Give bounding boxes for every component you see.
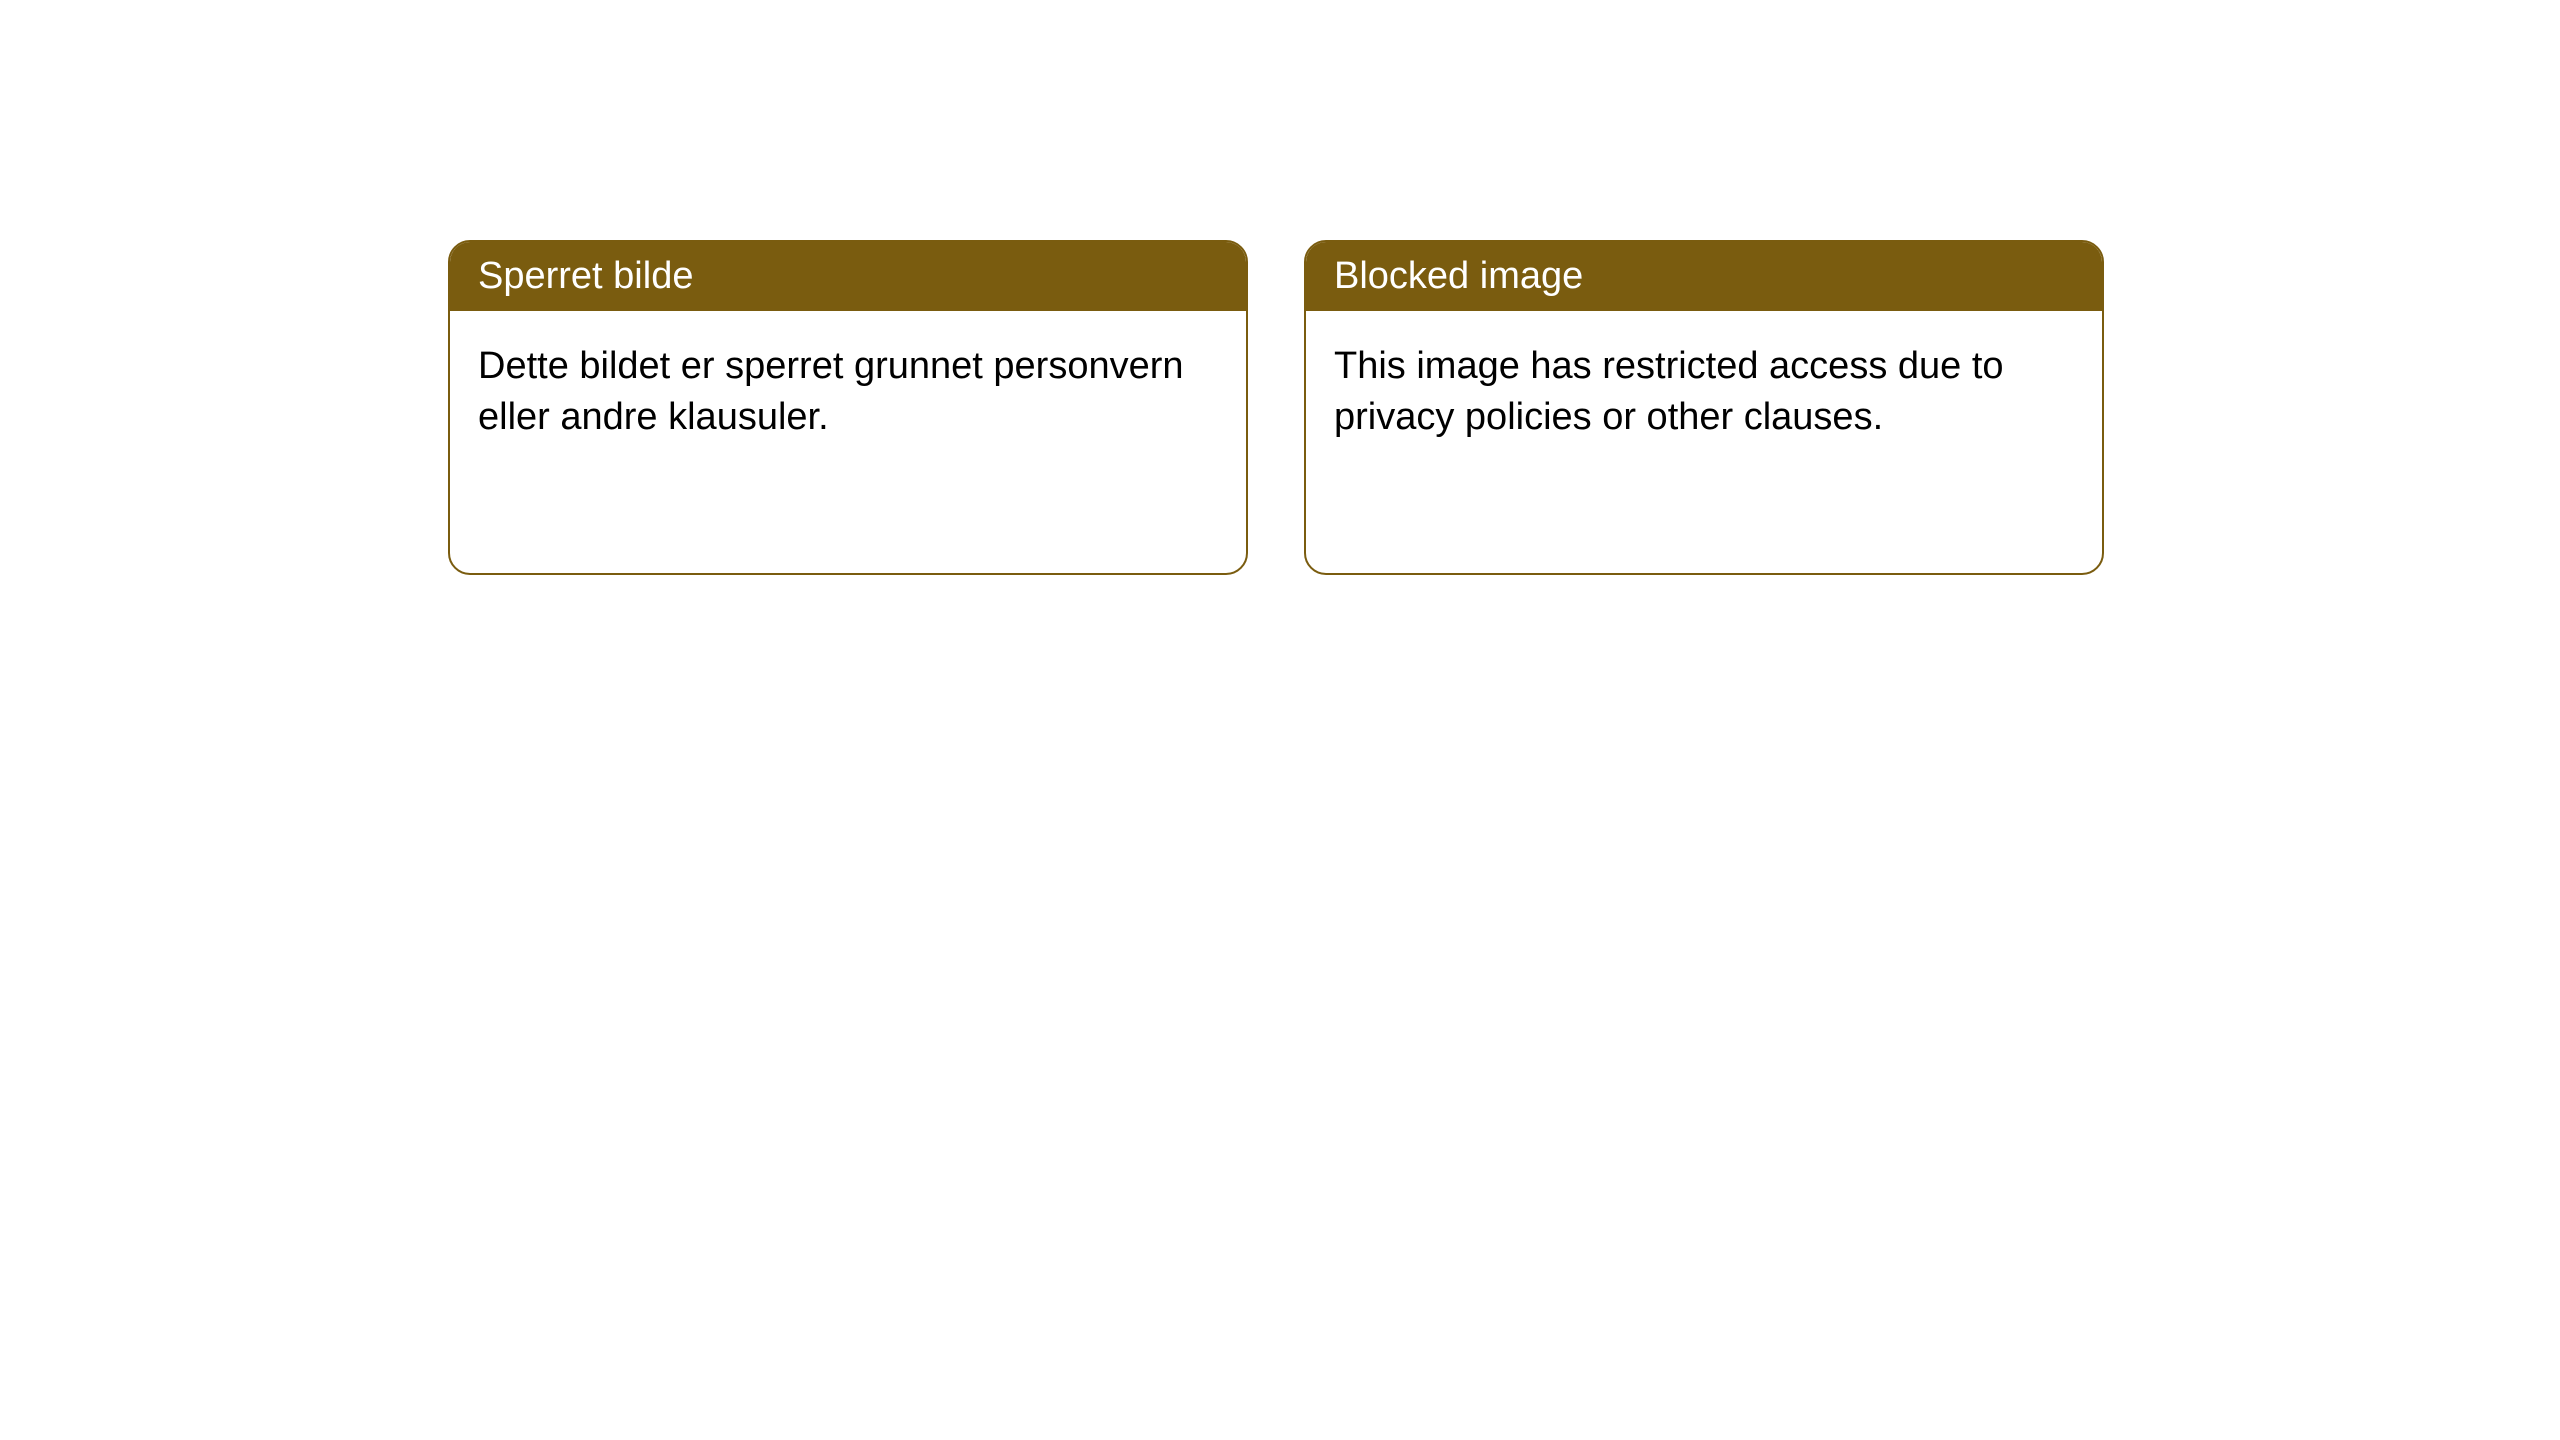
card-header-english: Blocked image — [1306, 242, 2102, 311]
card-body-norwegian: Dette bildet er sperret grunnet personve… — [450, 311, 1246, 474]
notice-cards-container: Sperret bilde Dette bildet er sperret gr… — [448, 240, 2104, 575]
card-header-norwegian: Sperret bilde — [450, 242, 1246, 311]
card-body-english: This image has restricted access due to … — [1306, 311, 2102, 474]
notice-card-norwegian: Sperret bilde Dette bildet er sperret gr… — [448, 240, 1248, 575]
notice-card-english: Blocked image This image has restricted … — [1304, 240, 2104, 575]
